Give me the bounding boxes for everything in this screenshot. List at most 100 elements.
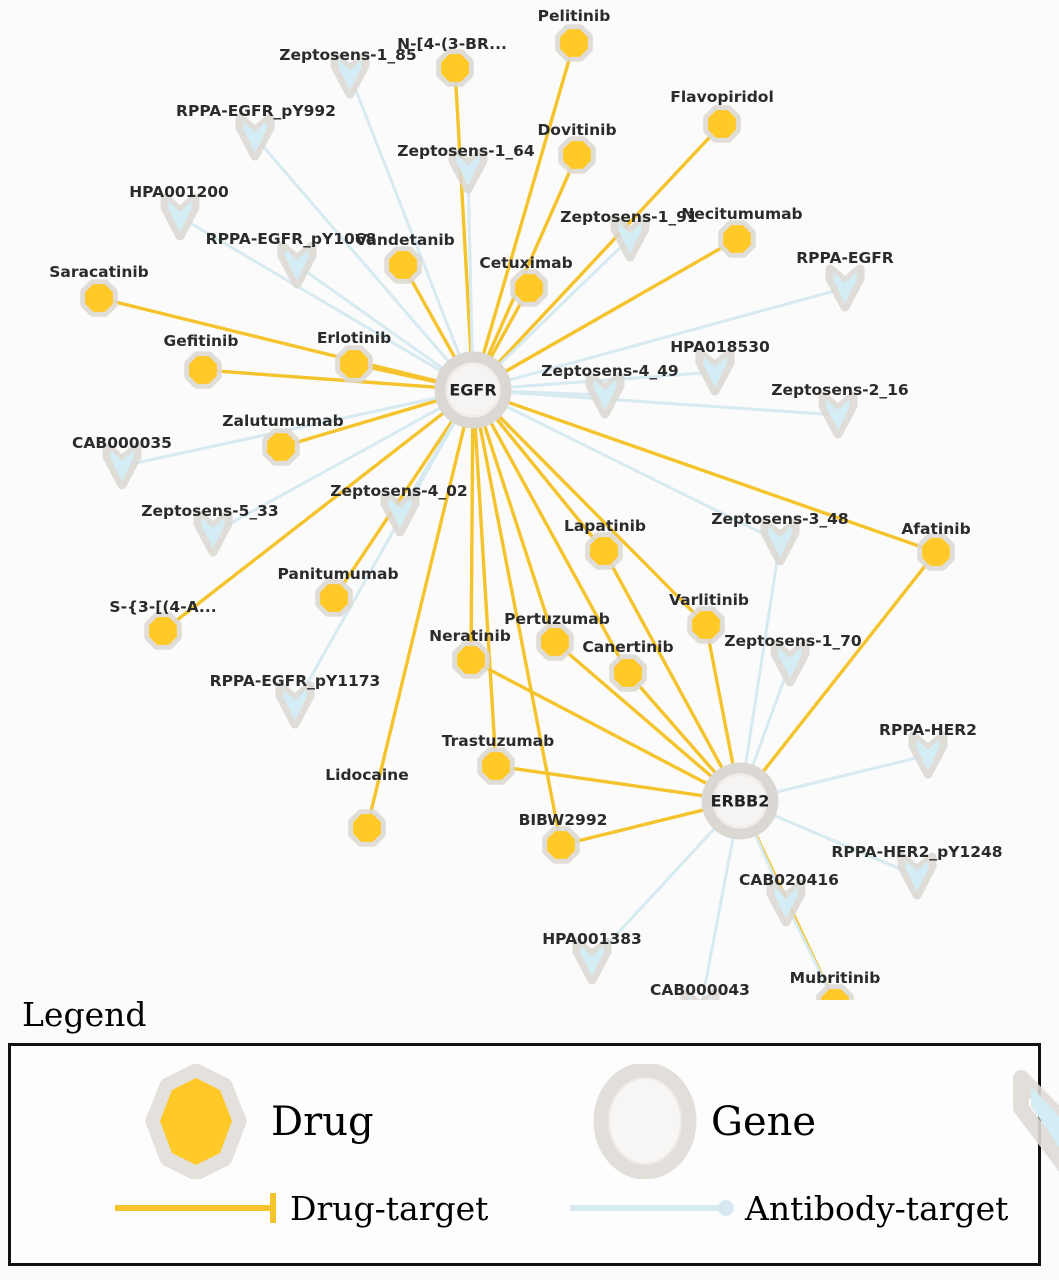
- edge-drug-target: [489, 410, 600, 545]
- edge-antibody-target: [496, 289, 837, 387]
- edge-antibody-target: [298, 411, 463, 698]
- edge-drug-target: [485, 413, 625, 666]
- antibody-node[interactable]: [610, 214, 650, 262]
- drug-node[interactable]: [542, 826, 580, 864]
- drug-node[interactable]: [816, 984, 854, 1000]
- edge-drug-target: [473, 417, 498, 758]
- chevron-icon: [1013, 1070, 1059, 1172]
- gene-node-label: EGFR: [449, 380, 497, 400]
- drug-node[interactable]: [609, 654, 647, 692]
- legend-title: Legend: [22, 995, 147, 1034]
- drug-node[interactable]: [477, 747, 515, 785]
- legend-item-gene: Gene: [591, 1064, 816, 1179]
- drug-node[interactable]: [452, 641, 490, 679]
- edge-drug-target: [107, 298, 447, 385]
- antibody-node[interactable]: [766, 879, 806, 927]
- antibody-node[interactable]: [585, 371, 625, 419]
- network-graph[interactable]: [0, 0, 1059, 1000]
- gene-node[interactable]: [701, 762, 779, 840]
- drug-node[interactable]: [510, 269, 548, 307]
- edge-drug-target: [367, 416, 468, 820]
- drug-node[interactable]: [687, 606, 725, 644]
- antibody-node[interactable]: [897, 852, 937, 900]
- drug-node[interactable]: [558, 136, 596, 174]
- drug-node[interactable]: [262, 428, 300, 466]
- edge-drug-target: [469, 417, 475, 652]
- edge-drug-target: [406, 272, 461, 367]
- edge-drug-target: [496, 242, 731, 378]
- edge-drug-target: [632, 678, 723, 781]
- edge-drug-target: [756, 558, 932, 780]
- gene-node[interactable]: [434, 351, 512, 429]
- drug-target-edge-icon: [115, 1193, 276, 1223]
- edge-drug-target: [476, 416, 561, 837]
- edge-drug-target: [288, 396, 447, 446]
- drug-node[interactable]: [436, 49, 474, 87]
- drug-node[interactable]: [536, 623, 574, 661]
- drug-node[interactable]: [315, 579, 353, 617]
- network-canvas[interactable]: N-[4-(3-BR... Pelitinib Flavopiridol Doviti…: [0, 0, 1059, 1000]
- drug-node[interactable]: [335, 345, 373, 383]
- drug-node[interactable]: [718, 220, 756, 258]
- antibody-node[interactable]: [825, 264, 865, 312]
- drug-node[interactable]: [917, 533, 955, 571]
- drug-node[interactable]: [348, 809, 386, 847]
- edge-antibody-target: [700, 825, 739, 1000]
- antibody-node[interactable]: [448, 146, 488, 194]
- edge-drug-target: [478, 662, 717, 790]
- edge-antibody-target: [187, 220, 453, 380]
- edges-layer: [107, 50, 932, 1000]
- antibody-node[interactable]: [160, 193, 200, 241]
- antibody-node[interactable]: [908, 731, 948, 779]
- legend-label-drug-target: Drug-target: [290, 1188, 489, 1228]
- drug-node[interactable]: [555, 24, 593, 62]
- edge-drug-target: [169, 406, 452, 627]
- drug-node[interactable]: [80, 279, 118, 317]
- legend-item-drug: Drug: [141, 1064, 374, 1179]
- edge-drug-target: [453, 76, 474, 363]
- edge-drug-target: [569, 806, 714, 845]
- edge-antibody-target: [597, 818, 725, 956]
- edge-drug-target: [607, 558, 728, 778]
- gene-node-label: ERBB2: [710, 791, 770, 811]
- drug-node[interactable]: [703, 105, 741, 143]
- edge-antibody-target: [740, 550, 780, 777]
- edge-drug-target: [560, 646, 720, 784]
- antibody-node[interactable]: [193, 509, 233, 557]
- antibody-node[interactable]: [275, 681, 315, 729]
- antibody-node[interactable]: [235, 113, 275, 161]
- legend-label-gene: Gene: [711, 1098, 817, 1145]
- edge-drug-target: [483, 162, 575, 366]
- legend-shapes-row: Drug Gene Antibody: [11, 1064, 1059, 1179]
- legend-item-antibody-target: Antibody-target: [566, 1188, 1008, 1228]
- drug-node[interactable]: [585, 532, 623, 570]
- edge-drug-target: [480, 415, 554, 635]
- edge-drug-target: [504, 765, 713, 799]
- antibody-node[interactable]: [102, 442, 142, 490]
- antibody-node[interactable]: [770, 639, 810, 687]
- legend-item-antibody: Antibody: [1011, 1064, 1059, 1179]
- antibody-node[interactable]: [572, 937, 612, 985]
- edge-drug-target: [485, 295, 526, 367]
- octagon-icon: [145, 1064, 247, 1179]
- antibody-node[interactable]: [695, 348, 735, 396]
- edge-drug-target: [491, 408, 701, 620]
- drug-node[interactable]: [184, 351, 222, 389]
- edge-drug-target: [479, 50, 573, 364]
- antibody-node[interactable]: [680, 988, 720, 1000]
- legend-edges-row: Drug-target Antibody-target: [11, 1184, 1038, 1254]
- nodes-layer[interactable]: [80, 24, 955, 1000]
- antibody-node[interactable]: [277, 241, 317, 289]
- legend-label-antibody-target: Antibody-target: [745, 1188, 1009, 1228]
- drug-node[interactable]: [144, 612, 182, 650]
- antibody-node[interactable]: [330, 51, 370, 99]
- edge-antibody-target: [352, 82, 467, 368]
- legend-label-drug: Drug: [271, 1098, 374, 1145]
- antibody-node[interactable]: [380, 489, 420, 537]
- antibody-node[interactable]: [760, 518, 800, 566]
- antibody-node[interactable]: [818, 391, 858, 439]
- ring-icon: [593, 1064, 697, 1179]
- antibody-target-edge-icon: [570, 1200, 734, 1216]
- drug-node[interactable]: [384, 246, 422, 284]
